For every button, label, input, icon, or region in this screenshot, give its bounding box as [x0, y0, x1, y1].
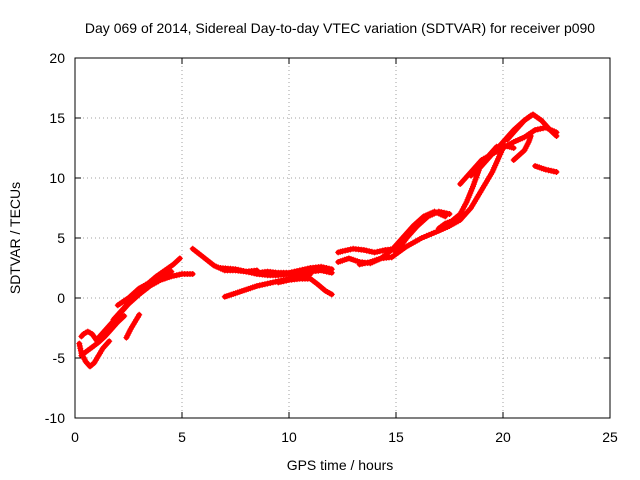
- y-tick-label: 0: [57, 290, 65, 306]
- series-track-21: [504, 111, 560, 143]
- series-track-22: [510, 133, 534, 163]
- data-series: [76, 111, 560, 370]
- y-tick-label: 5: [57, 230, 65, 246]
- series-track-18: [435, 142, 517, 232]
- series-markers: [335, 245, 399, 256]
- grid-lines: [75, 58, 610, 418]
- series-track-12: [253, 263, 335, 276]
- series-markers: [114, 268, 175, 309]
- axes: 0 5 10 15 20 25 -10 -5 0 5 10 15 20: [45, 50, 618, 445]
- chart-title: Day 069 of 2014, Sidereal Day-to-day VTE…: [85, 20, 595, 36]
- x-tick-label: 25: [602, 429, 618, 445]
- y-tick-label: 15: [49, 110, 65, 126]
- series-markers: [504, 111, 560, 143]
- series-markers: [253, 263, 335, 276]
- series-markers: [78, 313, 128, 359]
- x-tick-label: 5: [178, 429, 186, 445]
- y-tick-label: 10: [49, 170, 65, 186]
- x-tick-label: 0: [71, 429, 79, 445]
- series-markers: [510, 133, 534, 163]
- series-track-7: [114, 268, 175, 309]
- y-tick-label: -5: [53, 350, 66, 366]
- series-track-17: [388, 145, 506, 261]
- series-track-3: [78, 313, 128, 359]
- series-track-15: [356, 208, 449, 268]
- series-track-6: [123, 311, 143, 341]
- series-track-16: [393, 208, 453, 256]
- series-markers: [435, 142, 517, 232]
- y-axis-label: SDTVAR / TECUs: [7, 182, 23, 294]
- x-tick-label: 15: [388, 429, 404, 445]
- series-track-23: [532, 163, 560, 175]
- series-markers: [275, 275, 335, 298]
- x-tick-label: 20: [495, 429, 511, 445]
- series-markers: [123, 311, 143, 341]
- series-markers: [356, 208, 449, 268]
- x-tick-label: 10: [281, 429, 297, 445]
- series-track-11: [275, 275, 335, 298]
- series-track-13: [335, 245, 399, 256]
- x-axis-label: GPS time / hours: [287, 457, 394, 473]
- y-tick-label: -10: [45, 410, 65, 426]
- y-tick-label: 20: [49, 50, 65, 66]
- series-markers: [388, 145, 506, 261]
- series-markers: [532, 163, 560, 175]
